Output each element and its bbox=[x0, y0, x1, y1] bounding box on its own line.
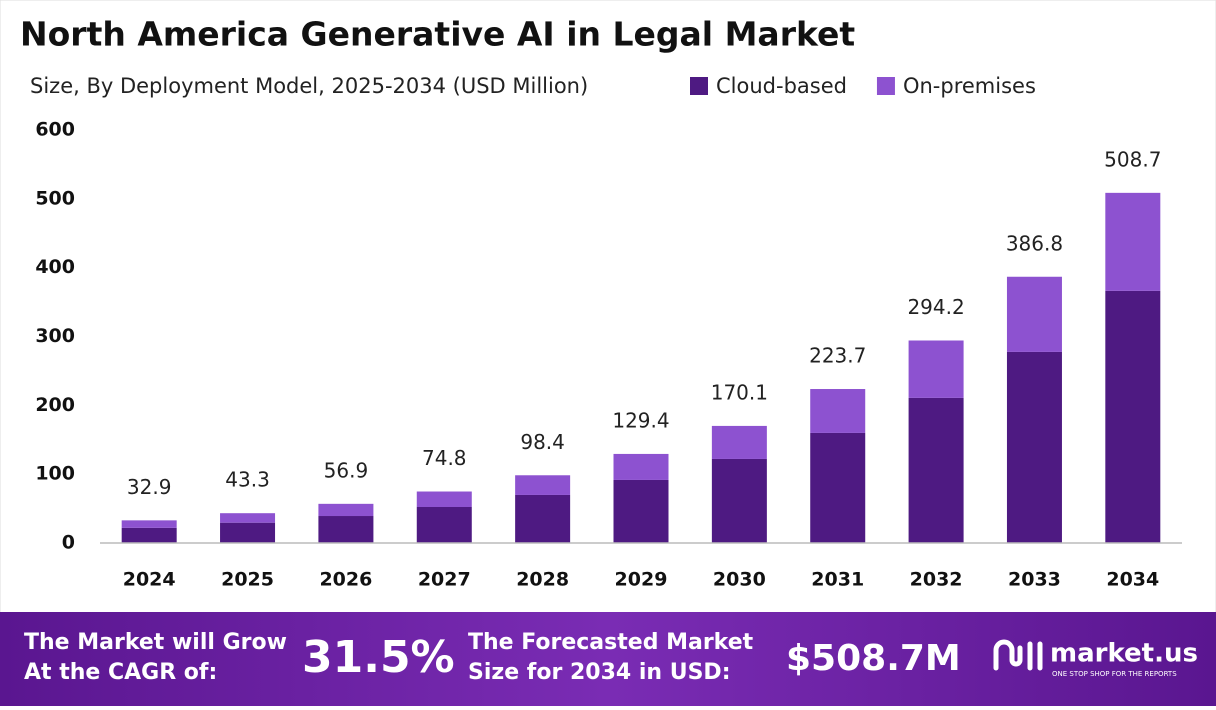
y-tick-label: 600 bbox=[35, 119, 75, 141]
x-tick-label: 2025 bbox=[221, 569, 274, 591]
bar-segment bbox=[1006, 351, 1062, 543]
total-label: 508.7 bbox=[1104, 147, 1161, 171]
x-tick-label: 2030 bbox=[713, 569, 766, 591]
bar-segment bbox=[318, 503, 374, 517]
bar-segment bbox=[515, 494, 571, 543]
brand-tagline: ONE STOP SHOP FOR THE REPORTS bbox=[1052, 670, 1177, 678]
legend-label: Cloud-based bbox=[716, 74, 847, 98]
cagr-value: 31.5% bbox=[302, 632, 455, 683]
total-label: 223.7 bbox=[809, 344, 866, 368]
footer-text: Size for 2034 in USD: bbox=[468, 660, 731, 685]
legend-label: On-premises bbox=[903, 74, 1036, 98]
y-tick-label: 300 bbox=[35, 325, 75, 347]
bar-segment bbox=[908, 397, 964, 543]
chart-title: North America Generative AI in Legal Mar… bbox=[20, 15, 855, 54]
brand-logo bbox=[993, 639, 1043, 671]
bar-segment bbox=[416, 491, 472, 508]
forecast-value: $508.7M bbox=[786, 638, 961, 679]
x-tick-label: 2029 bbox=[615, 569, 668, 591]
legend-swatch bbox=[690, 77, 708, 95]
legend-swatch bbox=[876, 77, 895, 95]
footer-band bbox=[0, 612, 1216, 706]
footer-text: The Forecasted Market bbox=[468, 630, 754, 655]
bar-segment bbox=[416, 507, 472, 543]
bar-segment bbox=[1105, 192, 1161, 291]
bar-segment bbox=[810, 432, 866, 543]
bar-segment bbox=[810, 389, 866, 433]
x-tick-label: 2024 bbox=[123, 569, 176, 591]
bar-segment bbox=[613, 453, 669, 480]
y-tick-label: 200 bbox=[35, 394, 75, 416]
y-tick-label: 100 bbox=[35, 463, 75, 485]
footer-text: At the CAGR of: bbox=[24, 660, 217, 685]
y-tick-label: 500 bbox=[35, 187, 75, 209]
y-tick-label: 0 bbox=[62, 532, 75, 554]
x-tick-label: 2033 bbox=[1008, 569, 1061, 591]
chart-subtitle: Size, By Deployment Model, 2025-2034 (US… bbox=[30, 74, 588, 98]
x-tick-label: 2031 bbox=[811, 569, 864, 591]
bar-segment bbox=[220, 513, 276, 523]
bar-segment bbox=[121, 520, 177, 528]
x-tick-label: 2027 bbox=[418, 569, 471, 591]
bar-segment bbox=[318, 516, 374, 543]
x-tick-label: 2032 bbox=[910, 569, 963, 591]
bar-segment bbox=[1105, 290, 1161, 543]
total-label: 170.1 bbox=[711, 380, 768, 404]
total-label: 32.9 bbox=[127, 475, 172, 499]
x-tick-label: 2026 bbox=[319, 569, 372, 591]
bar-segment bbox=[220, 522, 276, 543]
bar-segment bbox=[711, 458, 767, 543]
total-label: 386.8 bbox=[1006, 231, 1063, 255]
footer-text: The Market will Grow bbox=[24, 630, 287, 655]
legend: Cloud-based On-premises bbox=[690, 74, 1036, 98]
total-label: 98.4 bbox=[520, 430, 565, 454]
total-label: 56.9 bbox=[324, 458, 369, 482]
bar-segment bbox=[121, 527, 177, 543]
total-label: 294.2 bbox=[907, 295, 964, 319]
y-tick-label: 400 bbox=[35, 256, 75, 278]
x-tick-label: 2028 bbox=[516, 569, 569, 591]
total-label: 43.3 bbox=[225, 468, 270, 492]
bar-segment bbox=[1006, 276, 1062, 352]
total-label: 129.4 bbox=[612, 408, 669, 432]
bar-segment bbox=[613, 479, 669, 543]
total-label: 74.8 bbox=[422, 446, 467, 470]
bar-segment bbox=[711, 425, 767, 459]
brand-name: market.us bbox=[1050, 639, 1198, 669]
bar-segment bbox=[515, 475, 571, 495]
bar-segment bbox=[908, 340, 964, 398]
x-tick-label: 2034 bbox=[1106, 569, 1159, 591]
